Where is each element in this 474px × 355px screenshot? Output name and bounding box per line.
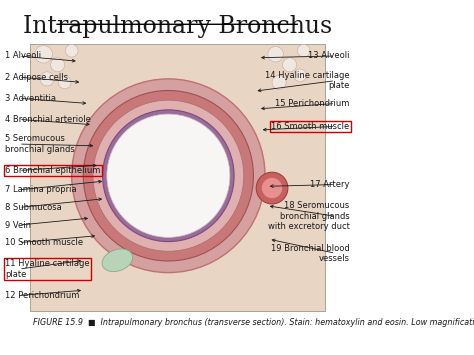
Circle shape [72, 79, 265, 273]
Circle shape [272, 75, 286, 89]
Circle shape [51, 58, 64, 72]
Text: 4 Bronchial arteriole: 4 Bronchial arteriole [5, 115, 91, 124]
Text: 2 Adipose cells: 2 Adipose cells [5, 73, 68, 82]
Text: 1 Alveoli: 1 Alveoli [5, 51, 41, 60]
Circle shape [58, 76, 71, 89]
Text: 11 Hyaline cartilage
plate: 11 Hyaline cartilage plate [5, 260, 90, 279]
Circle shape [103, 110, 234, 242]
Circle shape [35, 45, 52, 63]
Text: 17 Artery: 17 Artery [310, 180, 349, 189]
Circle shape [283, 58, 297, 72]
Circle shape [262, 178, 283, 199]
Text: 8 Submucosa: 8 Submucosa [5, 203, 62, 212]
Text: 9 Vein: 9 Vein [5, 220, 31, 230]
Text: 15 Perichondrium: 15 Perichondrium [275, 99, 349, 108]
Text: Intrapulmonary Bronchus: Intrapulmonary Bronchus [23, 16, 332, 38]
Text: FIGURE 15.9  ■  Intrapulmonary bronchus (transverse section). Stain: hematoxylin: FIGURE 15.9 ■ Intrapulmonary bronchus (t… [33, 318, 474, 327]
Circle shape [294, 69, 307, 82]
Circle shape [107, 114, 230, 237]
Circle shape [268, 47, 283, 62]
Text: 13 Alveoli: 13 Alveoli [308, 51, 349, 60]
Bar [29, 44, 325, 311]
Text: 5 Seromucous
bronchial glands: 5 Seromucous bronchial glands [5, 134, 74, 154]
Text: 3 Adventitia: 3 Adventitia [5, 94, 56, 103]
Circle shape [65, 44, 78, 57]
Text: 7 Lamina propria: 7 Lamina propria [5, 185, 76, 194]
Text: 10 Smooth muscle: 10 Smooth muscle [5, 238, 83, 247]
Text: 6 Bronchial epithelium: 6 Bronchial epithelium [5, 166, 100, 175]
Text: 16 Smooth muscle: 16 Smooth muscle [271, 122, 349, 131]
Circle shape [83, 91, 254, 261]
Circle shape [297, 44, 310, 57]
Circle shape [40, 72, 54, 86]
Text: 14 Hyaline cartilage
plate: 14 Hyaline cartilage plate [265, 71, 349, 90]
Text: 18 Seromucous
bronchial glands
with excretory duct: 18 Seromucous bronchial glands with excr… [267, 201, 349, 231]
Text: 12 Perichondrium: 12 Perichondrium [5, 291, 79, 300]
Circle shape [256, 172, 288, 204]
Ellipse shape [102, 249, 133, 272]
Circle shape [93, 100, 244, 251]
Text: 19 Bronchial blood
vessels: 19 Bronchial blood vessels [271, 244, 349, 263]
